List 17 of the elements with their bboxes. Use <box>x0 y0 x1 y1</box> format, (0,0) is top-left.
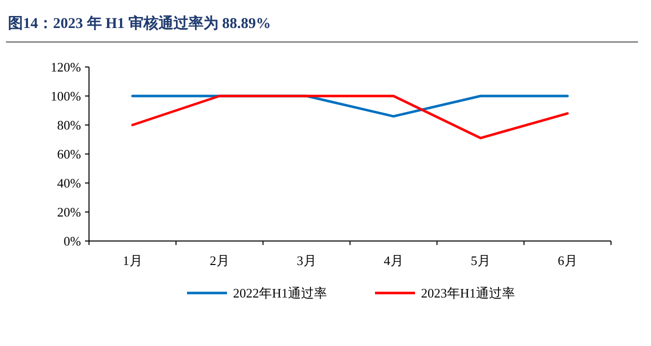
x-tick-label: 5月 <box>470 253 490 268</box>
line-series <box>131 94 569 140</box>
legend-label: 2022年H1通过率 <box>233 286 327 300</box>
legend-label: 2023年H1通过率 <box>421 286 515 300</box>
y-tick-label: 80% <box>57 118 82 132</box>
y-tick-label: 100% <box>50 88 82 104</box>
y-tick-label: 40% <box>57 176 82 190</box>
y-tick-label: 20% <box>57 204 82 220</box>
chart-title: 图14：2023 年 H1 审核通过率为 88.89% <box>8 14 271 32</box>
x-tick-label: 4月 <box>384 253 404 268</box>
x-tick-label: 1月 <box>122 253 142 268</box>
y-tick-label: 120% <box>50 60 82 74</box>
x-tick-label: 2月 <box>210 253 230 268</box>
x-tick-label: 6月 <box>558 253 578 268</box>
y-tick-label: 0% <box>64 234 82 248</box>
x-tick-label: 3月 <box>296 253 316 268</box>
y-tick-label: 60% <box>57 146 82 162</box>
